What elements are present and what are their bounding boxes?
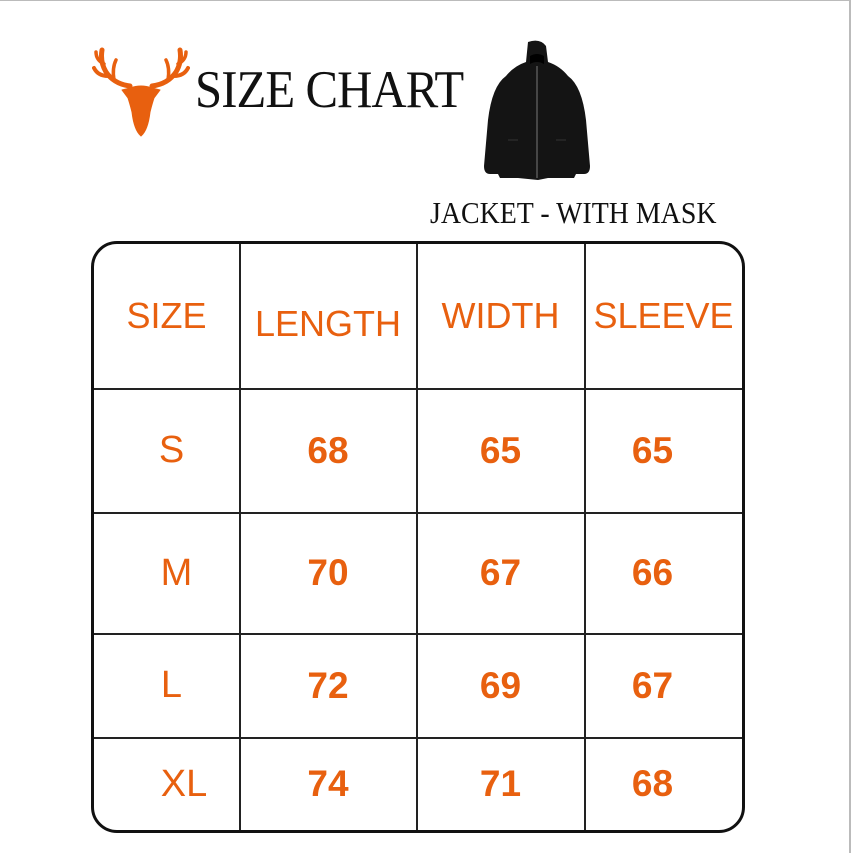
width-value: 71 xyxy=(479,763,522,804)
page-title: SIZE CHART xyxy=(195,61,464,119)
header-sleeve: SLEEVE xyxy=(593,295,734,336)
size-table: SIZE LENGTH WIDTH SLEEVE S 68 65 65 M 70… xyxy=(91,241,745,833)
length-value: 72 xyxy=(307,664,349,706)
header-length: LENGTH xyxy=(254,303,402,344)
size-label: S xyxy=(158,429,185,471)
length-value: 68 xyxy=(307,429,349,471)
deer-head-icon xyxy=(92,47,190,137)
size-label: L xyxy=(160,664,183,706)
row-divider xyxy=(94,388,742,390)
sleeve-value: 68 xyxy=(631,763,674,804)
sleeve-value: 65 xyxy=(631,429,674,471)
sleeve-value: 66 xyxy=(631,552,674,593)
jacket-image xyxy=(484,40,590,180)
column-divider xyxy=(416,244,418,830)
length-value: 74 xyxy=(307,763,349,804)
sleeve-value: 67 xyxy=(631,664,674,706)
length-value: 70 xyxy=(307,552,349,593)
row-divider xyxy=(94,737,742,739)
row-divider xyxy=(94,633,742,635)
header-size: SIZE xyxy=(126,295,207,336)
size-label: XL xyxy=(160,762,208,805)
width-value: 69 xyxy=(479,664,522,706)
width-value: 65 xyxy=(479,429,522,471)
header-width: WIDTH xyxy=(441,295,560,336)
column-divider xyxy=(239,244,241,830)
column-divider xyxy=(584,244,586,830)
size-label: M xyxy=(160,551,193,594)
product-subtitle: JACKET - WITH MASK xyxy=(430,195,717,230)
width-value: 67 xyxy=(479,552,522,593)
row-divider xyxy=(94,512,742,514)
